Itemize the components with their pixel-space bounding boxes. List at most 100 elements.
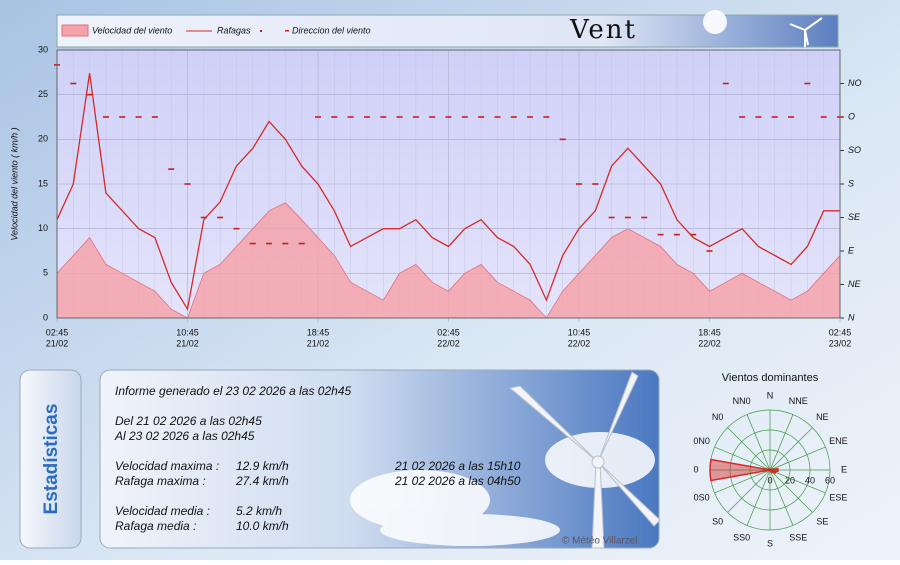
chart-title: Vent [569,15,637,45]
rose-spoke [769,469,794,526]
direction-mark [510,116,517,118]
rose-direction: SS0 [733,533,750,543]
turbine-icon [789,17,823,47]
rose-direction: ENE [829,436,848,446]
rose-tick-label: 60 [825,475,835,485]
direction-mark [168,168,175,170]
stats-generated: Informe generado el 23 02 2026 a las 02h… [115,384,352,398]
y-tick-label: 30 [38,44,48,54]
direction-mark [478,116,485,118]
rose-spoke [769,469,813,513]
x-tick-label: 22/02 [437,338,460,348]
y2-tick-label: S [848,178,854,188]
direction-mark [543,116,550,118]
plot: 051015202530NNEESESSOONO02:4521/0210:452… [38,44,862,348]
direction-mark [804,82,811,85]
stats-cell: 27.4 km/h [235,474,289,488]
y2-tick-label: N [848,312,855,322]
rose-direction: 0 [693,464,698,474]
stats-cell: 21 02 2026 a las 15h10 [394,459,521,473]
stats-cell: 5.2 km/h [236,504,282,518]
rose-direction: SE [816,517,828,527]
rose-petal [769,469,774,474]
direction-mark [249,242,256,245]
rose-spoke [769,446,826,471]
direction-mark [102,116,109,118]
y2-tick-label: SO [848,145,861,155]
rose-title: Vientos dominantes [722,372,819,384]
turbine [508,371,661,549]
stats-cell: Velocidad maxima : [115,459,219,473]
stats-cell: 12.9 km/h [236,459,289,473]
rose-petal [768,468,771,471]
rose-spoke [769,469,826,494]
sun [703,10,727,34]
rose-spoke [727,469,771,513]
direction-mark [266,242,273,245]
rose-direction: SSE [789,533,807,543]
stats-cell: 10.0 km/h [236,519,289,533]
y-tick-label: 5 [43,268,48,278]
x-tick-label: 02:45 [829,327,852,337]
direction-mark [412,116,419,118]
y2-tick-label: E [848,245,855,255]
stats-cell: Velocidad media : [115,504,210,518]
stats-rows: Velocidad maxima : 12.9 km/h 21 02 2026 a … [115,459,521,533]
direction-mark [624,216,631,219]
stats-cell: Rafaga media : [115,519,196,533]
rose-direction: N0 [712,412,724,422]
direction-mark [690,233,697,236]
y-axis-label: Velocidad del viento ( km/h ) [9,127,19,240]
rose-spoke [746,469,771,526]
direction-mark [217,216,224,219]
rose-direction: S0 [712,517,723,527]
rose-spoke [727,427,771,471]
direction-mark [706,250,713,252]
direction-mark [608,216,615,219]
rose-spoke [714,469,771,494]
direction-mark [722,82,729,85]
rose-spoke [769,427,813,471]
y-tick-label: 20 [38,134,48,144]
direction-mark [233,227,240,230]
direction-mark [119,116,126,118]
direction-mark [559,138,566,141]
direction-mark [347,116,354,118]
stats-tab-label: Estadísticas [41,404,62,515]
direction-mark [820,116,827,118]
y2-tick-label: O [848,111,855,121]
x-tick-label: 21/02 [176,338,199,348]
rose-direction: N [767,390,774,400]
rose-petal [709,458,771,482]
rose-direction: ESE [829,493,847,503]
x-tick-label: 02:45 [437,327,460,337]
rose-direction: NE [816,412,829,422]
direction-mark [445,116,452,118]
direction-mark [771,116,778,118]
y2-tick-label: SE [848,212,861,222]
legend-label: Rafagas [217,25,251,35]
x-tick-label: 10:45 [176,327,199,337]
y-tick-label: 10 [38,223,48,233]
stats-tab[interactable] [19,369,82,549]
legend-label: Direccion del viento [292,25,371,35]
direction-mark [86,93,93,96]
speed-area [56,202,841,319]
direction-mark [576,183,582,185]
direction-mark [315,116,321,118]
rose-spoke [714,446,771,471]
y2-tick-label: NE [848,279,861,289]
x-tick-label: 21/02 [307,338,330,348]
direction-mark [200,216,207,219]
direction-mark [592,183,599,185]
direction-mark [70,82,77,85]
plot-frame [56,49,841,319]
rose-direction: S [767,538,773,548]
rose-direction: NNE [789,396,808,406]
direction-mark [755,116,762,118]
x-tick-label: 22/02 [568,338,591,348]
direction-mark [184,183,191,185]
rose-tick-label: 40 [805,475,815,485]
direction-mark [641,216,648,219]
x-tick-label: 02:45 [46,327,69,337]
